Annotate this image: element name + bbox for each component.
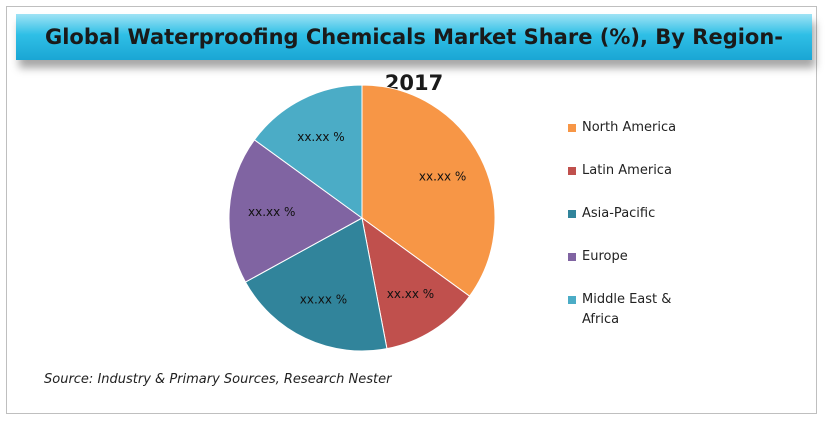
legend-item: Middle East & Africa — [568, 290, 693, 333]
pie-slice — [361, 84, 496, 297]
legend-swatch — [568, 296, 576, 304]
slice-label: xx.xx % — [300, 292, 347, 306]
legend-swatch — [568, 167, 576, 175]
legend-label: North America — [582, 120, 677, 135]
pie-slice — [361, 216, 471, 350]
legend-item: North America — [568, 118, 693, 161]
pie-slice — [228, 139, 363, 283]
pie-slice — [244, 217, 388, 352]
legend-item: Europe — [568, 247, 693, 290]
slice-label: xx.xx % — [297, 130, 344, 144]
legend: North America Latin America Asia-Pacific Eu… — [568, 118, 693, 333]
legend-label: Europe — [582, 249, 628, 264]
legend-swatch — [568, 253, 576, 261]
legend-swatch — [568, 124, 576, 132]
slice-label: xx.xx % — [248, 205, 295, 219]
legend-swatch — [568, 210, 576, 218]
source-note: Source: Industry & Primary Sources, Rese… — [44, 372, 392, 387]
title-banner — [16, 14, 812, 60]
legend-item: Asia-Pacific — [568, 204, 693, 247]
legend-label: Asia-Pacific — [582, 206, 656, 221]
frame — [6, 6, 817, 414]
legend-item: Latin America — [568, 161, 693, 204]
legend-label: Latin America — [582, 163, 672, 178]
chart-title: Global Waterproofing Chemicals Market Sh… — [44, 25, 784, 95]
pie-slice — [253, 84, 363, 219]
legend-label: Middle East & Africa — [582, 292, 672, 327]
slice-label: xx.xx % — [419, 169, 466, 183]
slice-label: xx.xx % — [387, 287, 434, 301]
